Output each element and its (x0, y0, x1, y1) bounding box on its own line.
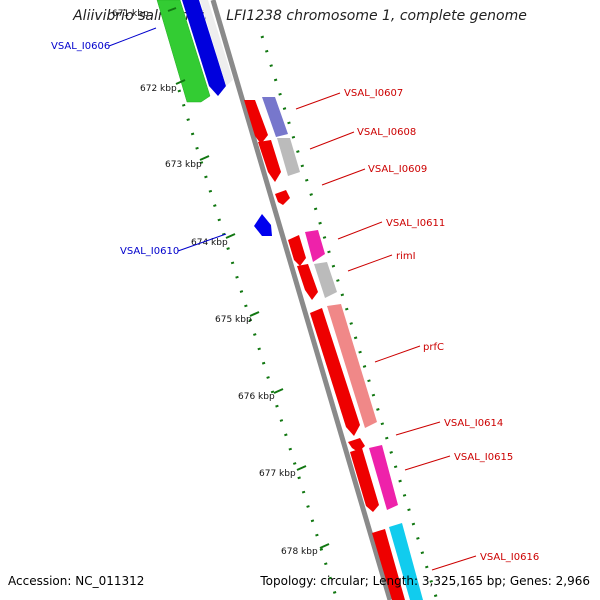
gene-label-VSAL_I0615[interactable]: VSAL_I0615 (454, 452, 513, 463)
gene-bar-rimI (297, 264, 318, 300)
tick-label-672: 672 kbp (140, 84, 177, 94)
gene-bar-rimI-track2 (314, 262, 337, 298)
gene-bar-VSAL_I0616 (372, 529, 405, 600)
tick-marks (167, 7, 330, 549)
backbone (207, 0, 396, 600)
gene-bar-VSAL_I0610 (254, 214, 272, 236)
leader-lines (108, 27, 477, 571)
tick-label-675: 675 kbp (215, 315, 252, 325)
gene-bar-VSAL_I0608 (258, 140, 281, 182)
feature-green-bar (156, 0, 211, 103)
gene-label-VSAL_I0606[interactable]: VSAL_I0606 (51, 41, 110, 52)
gene-label-VSAL_I0607[interactable]: VSAL_I0607 (344, 88, 403, 99)
gene-bar-VSAL_I0615-track2 (369, 445, 398, 510)
gene-bar-prfC-track2 (327, 304, 377, 428)
gene-label-VSAL_I0611[interactable]: VSAL_I0611 (386, 218, 445, 229)
gene-bar-VSAL_I0607 (244, 100, 268, 144)
topology-text: Topology: circular; Length: 3,325,165 bp… (260, 574, 590, 588)
gene-bar-VSAL_I0609 (275, 190, 290, 205)
accession-text: Accession: NC_011312 (8, 574, 145, 588)
gene-bar-VSAL_I0611-track2 (305, 230, 325, 262)
gene-label-VSAL_I0609[interactable]: VSAL_I0609 (368, 164, 427, 175)
gene-label-VSAL_I0608[interactable]: VSAL_I0608 (357, 127, 416, 138)
feature-white-bar (200, 0, 233, 86)
gene-label-VSAL_I0610[interactable]: VSAL_I0610 (120, 246, 179, 257)
gene-bar-prfC (310, 308, 360, 436)
gene-bar-VSAL_I0611 (288, 235, 306, 266)
outer-dotted-guide (260, 35, 439, 600)
gene-label-prfC[interactable]: prfC (423, 342, 444, 353)
gene-label-VSAL_I0614[interactable]: VSAL_I0614 (444, 418, 503, 429)
gene-bar-VSAL_I0608-track2 (277, 138, 300, 176)
tick-label-677: 677 kbp (259, 469, 296, 479)
tick-label-671: 671 kbp (112, 9, 149, 19)
tick-label-676: 676 kbp (238, 392, 275, 402)
gene-bar-VSAL_I0615 (350, 448, 379, 512)
gene-bar-VSAL_I0607-track2 (262, 97, 288, 137)
tick-label-678: 678 kbp (281, 547, 318, 557)
tick-label-673: 673 kbp (165, 160, 202, 170)
gene-bar-VSAL_I0616-track2 (389, 523, 423, 600)
gene-label-VSAL_I0616[interactable]: VSAL_I0616 (480, 552, 539, 563)
gene-label-rimI[interactable]: rimI (396, 251, 416, 262)
feature-bars (156, 0, 423, 600)
tick-label-674: 674 kbp (191, 238, 228, 248)
feature-blue-bar (182, 0, 226, 96)
